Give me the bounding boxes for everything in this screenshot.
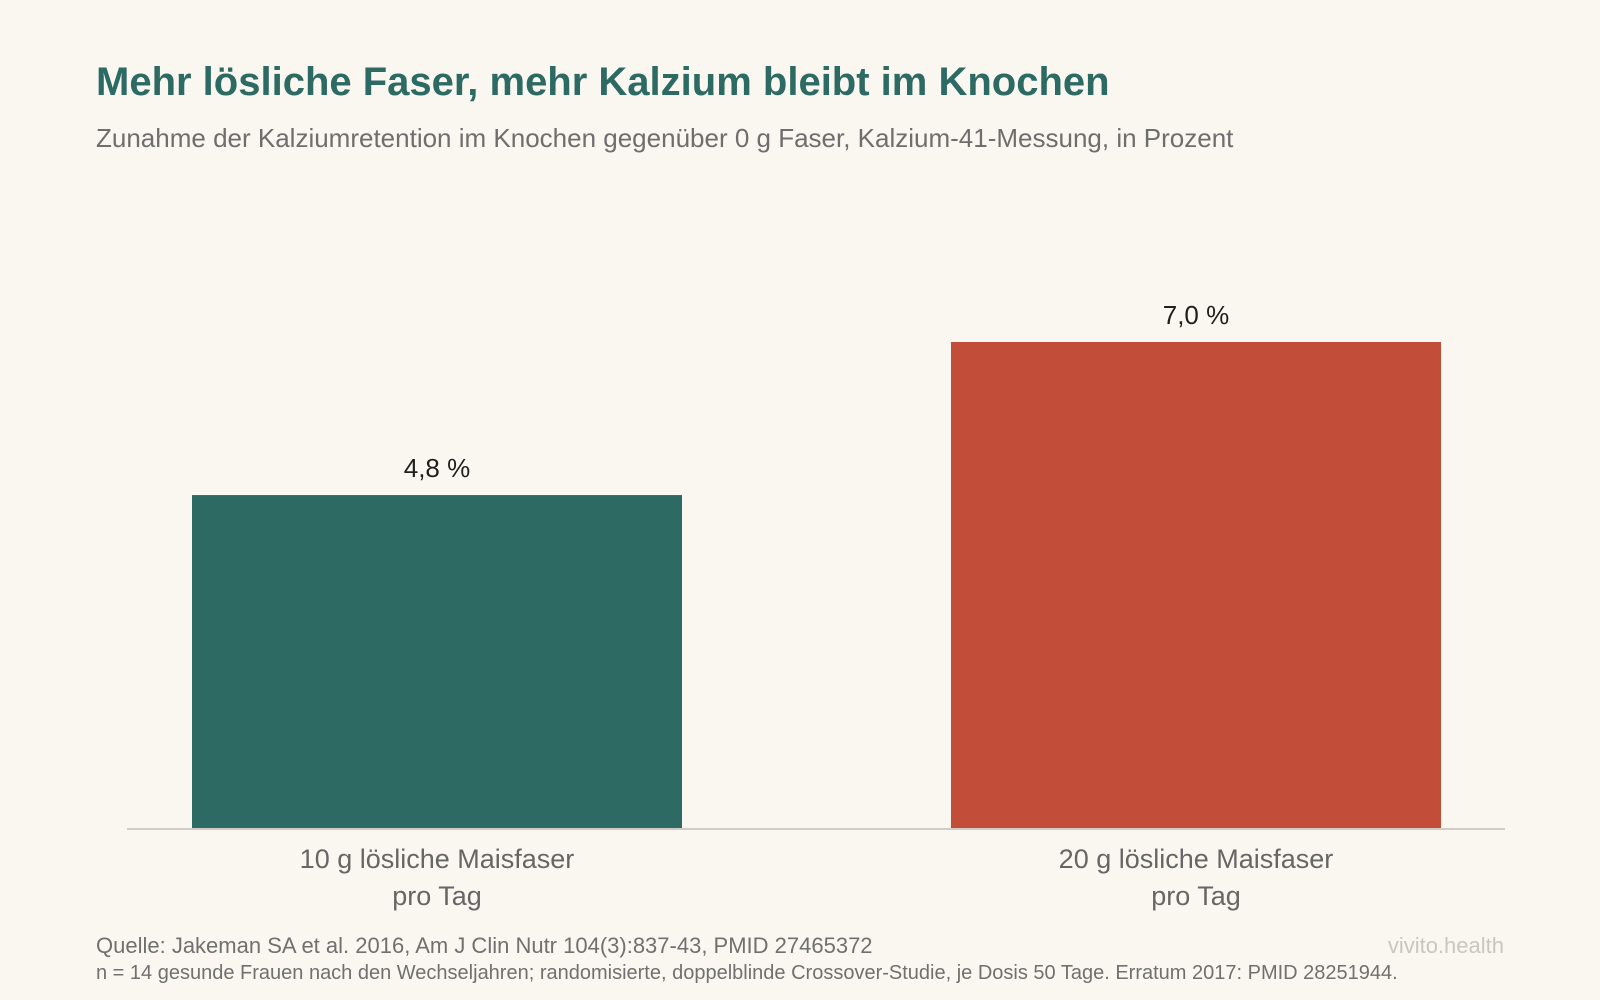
bar-2 <box>951 342 1441 829</box>
study-note: n = 14 gesunde Frauen nach den Wechselja… <box>96 962 1398 984</box>
category-label-2-line-2: pro Tag <box>1151 881 1241 911</box>
bar-value-label-1: 4,8 % <box>404 453 471 483</box>
category-label-2-line-1: 20 g lösliche Maisfaser <box>1059 844 1334 874</box>
category-label-1-line-2: pro Tag <box>392 881 482 911</box>
brand-watermark: vivito.health <box>1387 933 1504 958</box>
source-citation: Quelle: Jakeman SA et al. 2016, Am J Cli… <box>96 933 873 958</box>
chart-subtitle: Zunahme der Kalziumretention im Knochen … <box>96 123 1234 153</box>
chart-title: Mehr lösliche Faser, mehr Kalzium bleibt… <box>96 60 1110 104</box>
bar-1 <box>192 495 682 829</box>
bar-value-label-2: 7,0 % <box>1163 300 1230 330</box>
category-label-1-line-1: 10 g lösliche Maisfaser <box>300 844 575 874</box>
bars-layer: 4,8 % 10 g lösliche Maisfaser pro Tag 7,0 %… <box>192 300 1441 911</box>
